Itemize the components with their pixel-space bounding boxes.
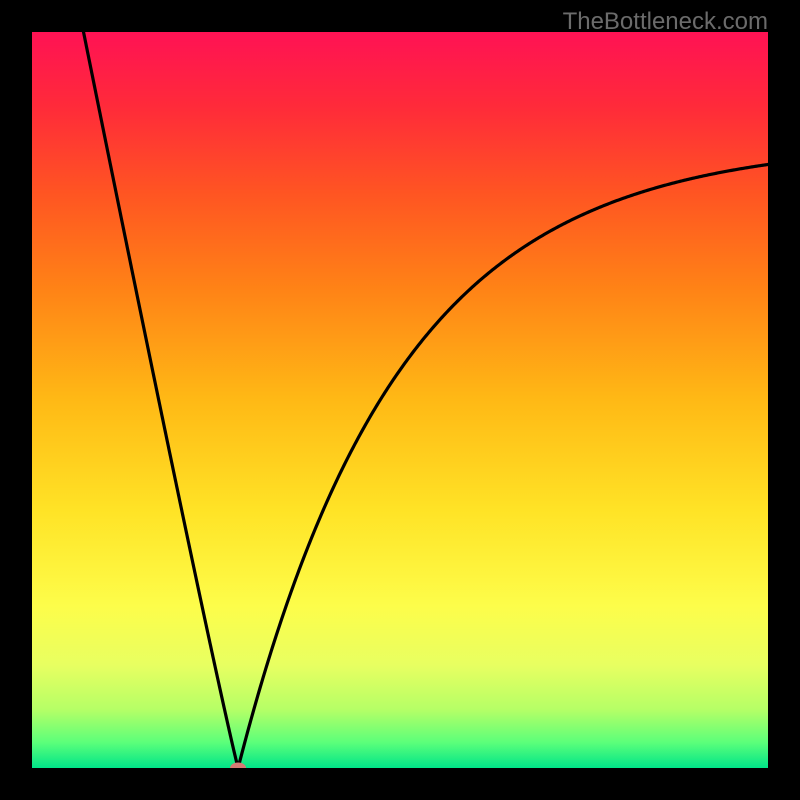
plot-area xyxy=(32,32,768,768)
watermark-label: TheBottleneck.com xyxy=(563,8,768,36)
gradient-background xyxy=(32,32,768,768)
chart-container: TheBottleneck.com xyxy=(0,0,800,800)
plot-svg xyxy=(32,32,768,768)
